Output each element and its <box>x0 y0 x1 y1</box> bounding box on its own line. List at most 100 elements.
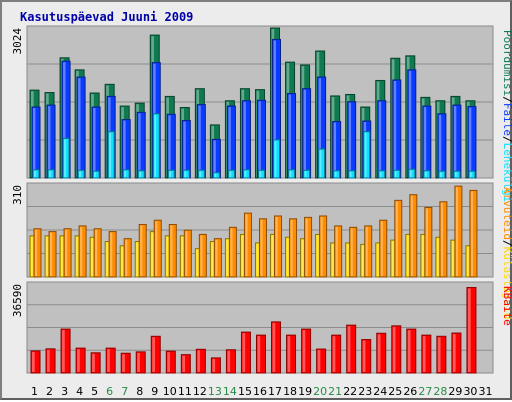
bar-bandwidth-highlight <box>212 358 216 372</box>
bar-visits <box>439 201 448 278</box>
bar-unique-visitors-highlight <box>436 238 439 276</box>
bar-pages <box>453 170 461 179</box>
bar-visits-highlight <box>125 239 128 276</box>
bar-visits <box>394 199 403 278</box>
bar-unique-visitors-highlight <box>241 235 244 276</box>
bar-bandwidth <box>60 328 71 374</box>
x-tick-label: 19 <box>298 385 312 398</box>
bar-visits <box>334 225 343 278</box>
bar-bandwidth-highlight <box>77 349 80 372</box>
bar-pages <box>47 169 55 179</box>
bar-files-highlight <box>378 101 382 177</box>
bar-bandwidth-highlight <box>47 349 50 372</box>
legend-item: Lehekülgi <box>501 143 512 203</box>
panel-legend-2: Arvuteid/Külastajaid <box>501 187 512 319</box>
bar-bandwidth <box>286 334 297 374</box>
bar-visits-highlight <box>245 214 248 276</box>
bar-bandwidth <box>165 350 176 374</box>
bar-bandwidth-highlight <box>377 334 381 372</box>
bar-visits-highlight <box>320 216 323 276</box>
bar-bandwidth <box>240 331 251 374</box>
bar-bandwidth <box>301 328 312 374</box>
x-tick-label: 15 <box>238 385 252 398</box>
bar-visits-highlight <box>95 229 98 276</box>
bar-unique-visitors-highlight <box>106 242 108 276</box>
bar-files-highlight <box>303 89 306 177</box>
bar-visits <box>63 228 72 278</box>
bar-unique-visitors-highlight <box>271 235 274 276</box>
bar-files-highlight <box>333 122 337 177</box>
bar-bandwidth-highlight <box>452 334 456 372</box>
bar-files-highlight <box>243 101 246 177</box>
bar-unique-visitors-highlight <box>421 235 424 276</box>
bar-visits <box>424 206 433 278</box>
bar-visits <box>258 218 267 278</box>
bar-visits-highlight <box>140 225 143 276</box>
bar-bandwidth <box>451 332 462 374</box>
bar-visits-highlight <box>215 239 218 276</box>
bar-visits-highlight <box>440 202 443 276</box>
bar-visits-highlight <box>395 201 398 276</box>
bar-pages <box>167 169 175 179</box>
x-tick-label: 18 <box>283 385 297 398</box>
bar-bandwidth-highlight <box>317 350 321 372</box>
bar-bandwidth <box>45 348 56 374</box>
x-tick-label: 2 <box>46 385 53 398</box>
bar-unique-visitors-highlight <box>181 236 184 276</box>
bar-visits-highlight <box>260 219 263 276</box>
bar-visits <box>243 212 252 278</box>
bar-bandwidth <box>225 349 236 374</box>
bar-pages-highlight <box>469 172 472 177</box>
bar-visits <box>213 238 222 278</box>
bar-visits <box>304 216 313 278</box>
bar-pages-highlight <box>229 171 232 177</box>
bar-pages-highlight <box>439 172 442 177</box>
bar-files-highlight <box>138 113 141 177</box>
bar-unique-visitors-highlight <box>166 236 169 276</box>
legend-item: / <box>501 240 512 247</box>
bar-files-highlight <box>393 80 397 177</box>
bar-unique-visitors-highlight <box>121 246 123 276</box>
bar-pages <box>92 170 100 179</box>
bar-pages <box>423 170 431 179</box>
bar-pages <box>333 170 341 179</box>
bar-pages-highlight <box>334 171 337 177</box>
x-tick-label: 17 <box>268 385 282 398</box>
x-tick-label: 13 <box>208 385 222 398</box>
bar-visits <box>409 194 418 278</box>
bar-visits-highlight <box>155 221 158 276</box>
bar-pages <box>227 169 235 179</box>
bar-files-highlight <box>63 62 66 177</box>
x-tick-label: 16 <box>253 385 267 398</box>
bar-visits-highlight <box>410 195 413 276</box>
bar-visits <box>198 233 207 278</box>
bar-pages <box>468 170 476 179</box>
bar-visits-highlight <box>230 228 233 276</box>
x-tick-label: 25 <box>388 385 402 398</box>
bar-bandwidth <box>195 348 206 374</box>
bar-files-highlight <box>198 105 201 177</box>
bar-pages-highlight <box>409 170 412 177</box>
bar-pages-highlight <box>124 170 126 177</box>
bar-bandwidth <box>331 334 342 374</box>
x-tick-label: 7 <box>121 385 128 398</box>
bar-visits-highlight <box>455 187 459 276</box>
bar-unique-visitors-highlight <box>196 249 199 276</box>
bar-bandwidth-highlight <box>362 340 366 372</box>
x-tick-label: 27 <box>418 385 432 398</box>
bar-visits-highlight <box>470 191 474 276</box>
bar-bandwidth-highlight <box>272 322 276 372</box>
bar-visits <box>78 225 87 278</box>
x-tick-label: 9 <box>151 385 158 398</box>
bar-pages <box>137 170 145 179</box>
bar-pages-highlight <box>289 170 292 177</box>
bar-bandwidth-highlight <box>122 354 125 372</box>
bar-visits-highlight <box>65 229 68 276</box>
bar-visits-highlight <box>275 216 278 276</box>
bar-pages <box>152 113 160 179</box>
bar-pages-highlight <box>184 171 187 177</box>
x-tick-label: 20 <box>313 385 327 398</box>
bar-visits <box>168 223 177 278</box>
